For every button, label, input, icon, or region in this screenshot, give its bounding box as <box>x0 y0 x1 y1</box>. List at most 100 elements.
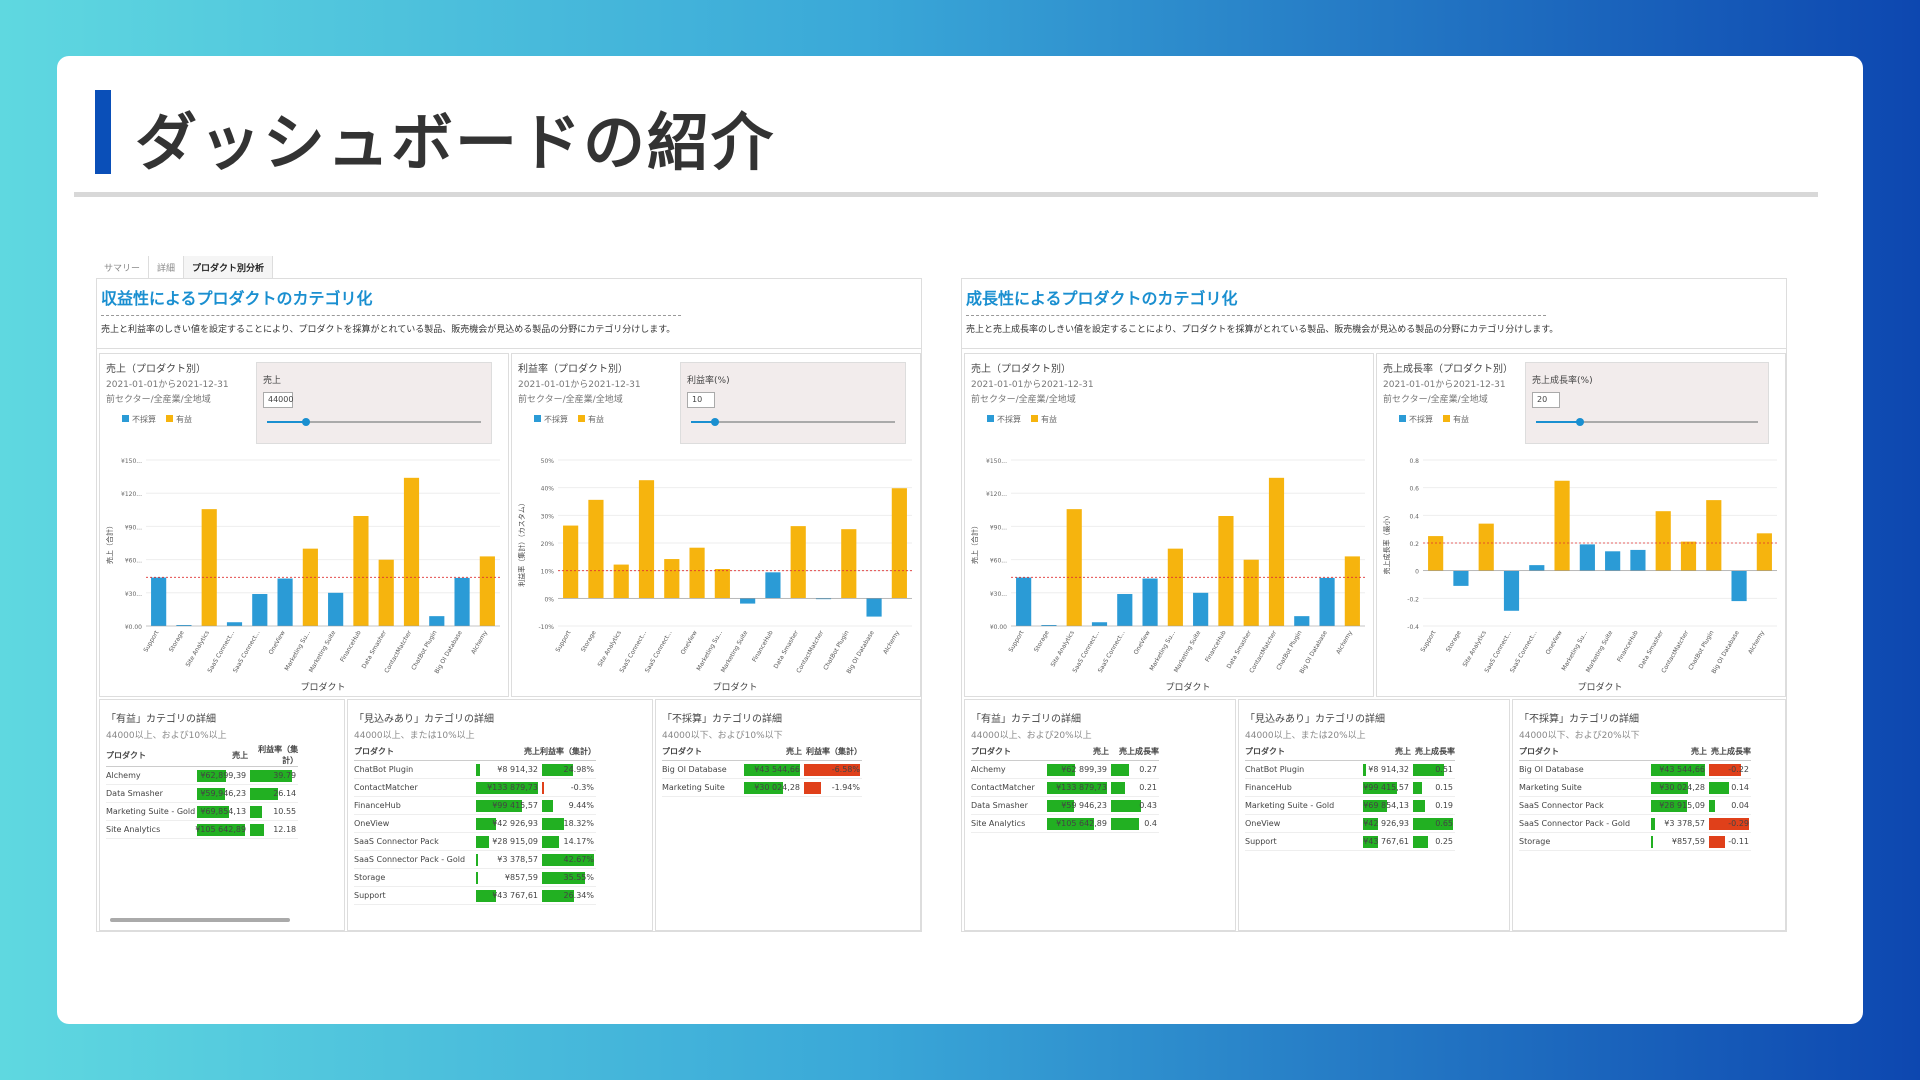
y-tick-label: 50% <box>541 458 555 465</box>
table-subtitle: 44000以上、および10%以上 <box>106 731 227 741</box>
metric-cell: 0.25 <box>1411 832 1455 851</box>
product-cell: SaaS Connector Pack <box>354 832 474 851</box>
cell-value: ¥133 879,73 <box>487 782 538 792</box>
table-row[interactable]: Alchemy ¥62,899,39 39.79 <box>106 766 299 785</box>
x-tick-label: Data Smasher <box>1638 629 1666 670</box>
sales-cell: ¥69 854,13 <box>1361 796 1411 815</box>
table-row[interactable]: ChatBot Plugin ¥8 914,32 24.98% <box>354 760 596 779</box>
legend-unprofitable: 不採算 <box>1399 414 1433 425</box>
table-row[interactable]: Marketing Suite - Gold ¥69,854,13 10.55 <box>106 802 299 821</box>
sales-cell: ¥59 946,23 <box>1045 796 1109 815</box>
column-header[interactable]: プロダクト <box>1245 744 1361 761</box>
margin-threshold-slider[interactable] <box>691 418 895 426</box>
growth-threshold-slider[interactable] <box>1536 418 1758 426</box>
column-header[interactable]: 売上成長率 <box>1109 744 1159 761</box>
column-header[interactable]: 売上 <box>1361 744 1411 761</box>
data-bar <box>479 556 495 626</box>
tab-product-analysis[interactable]: プロダクト別分析 <box>184 256 274 278</box>
slide-card: ダッシュボードの紹介 サマリー 詳細 プロダクト別分析 収益性によるプロダクトの… <box>57 56 1863 1024</box>
sales-cell: ¥42 926,93 <box>1361 814 1411 833</box>
margin-threshold-input[interactable]: 10 <box>687 392 715 408</box>
cell-value: ¥62,899,39 <box>200 771 247 780</box>
table-row[interactable]: Storage ¥857,59 35.55% <box>354 868 596 887</box>
table-row[interactable]: SaaS Connector Pack ¥28 915,09 0.04 <box>1519 796 1751 815</box>
product-cell: Marketing Suite - Gold <box>106 802 196 821</box>
profitable-table: 「有益」カテゴリの詳細 44000以上、および20%以上 プロダクト 売上 売上成長率 A… <box>964 699 1236 931</box>
column-header[interactable]: 売上 <box>742 744 802 761</box>
table-row[interactable]: ContactMatcher ¥133 879,73 -0.3% <box>354 778 596 797</box>
table-row[interactable]: OneView ¥42 926,93 18.32% <box>354 814 596 833</box>
growth-threshold-input[interactable]: 20 <box>1532 392 1560 408</box>
sales-threshold-slider[interactable] <box>267 418 481 426</box>
panel-subtitle: 2021-01-01から2021-12-31 前セクター/全産業/全地域 <box>518 378 641 408</box>
metric-cell: -0.29 <box>1707 814 1751 833</box>
column-header[interactable]: 利益率（集計） <box>540 744 596 761</box>
column-header[interactable]: プロダクト <box>106 744 196 767</box>
table-row[interactable]: ContactMatcher ¥133 879,73 0.21 <box>971 778 1159 797</box>
sales-threshold-input[interactable]: 44000 <box>263 392 293 408</box>
table-row[interactable]: Site Analytics ¥105 642,89 12.18 <box>106 820 299 839</box>
table-row[interactable]: Big OI Database ¥43 544,66 -0.22 <box>1519 760 1751 779</box>
tab-summary[interactable]: サマリー <box>96 256 150 278</box>
panel-date: 2021-01-01から2021-12-31 <box>518 380 641 390</box>
table-row[interactable]: Marketing Suite ¥30 024,28 0.14 <box>1519 778 1751 797</box>
column-header[interactable]: 売上 <box>1649 744 1707 761</box>
x-tick-label: Alchemy <box>1335 629 1354 655</box>
table-row[interactable]: Alchemy ¥62 899,39 0.27 <box>971 760 1159 779</box>
table-title: 「見込みあり」カテゴリの詳細 <box>354 714 494 725</box>
table-row[interactable]: SaaS Connector Pack - Gold ¥3 378,57 -0.29 <box>1519 814 1751 833</box>
legend-unprofitable: 不採算 <box>534 414 568 425</box>
column-header[interactable]: 売上 <box>1045 744 1109 761</box>
sales-bar <box>1651 817 1656 830</box>
column-header[interactable]: プロダクト <box>354 744 474 761</box>
table-row[interactable]: SaaS Connector Pack - Gold ¥3 378,57 42.67… <box>354 850 596 869</box>
slider-handle[interactable] <box>1576 418 1585 426</box>
table-row[interactable]: FinanceHub ¥99 415,57 9.44% <box>354 796 596 815</box>
table-row[interactable]: Support ¥43 767,61 26.34% <box>354 886 596 905</box>
cell-value: ¥133 879,73 <box>1056 782 1107 792</box>
data-bar <box>1655 511 1671 571</box>
table-row[interactable]: Site Analytics ¥105 642,89 0.4 <box>971 814 1159 833</box>
legend-profitable: 有益 <box>166 414 192 425</box>
column-header[interactable]: 利益率（集計） <box>802 744 862 761</box>
table-row[interactable]: FinanceHub ¥99 415,57 0.15 <box>1245 778 1455 797</box>
sales-cell: ¥69,854,13 <box>195 802 249 821</box>
dashboard-tabs: サマリー 詳細 プロダクト別分析 <box>96 256 274 278</box>
table-row[interactable]: Support ¥43 767,61 0.25 <box>1245 832 1455 851</box>
table-row[interactable]: Marketing Suite - Gold ¥69 854,13 0.19 <box>1245 796 1455 815</box>
table-row[interactable]: SaaS Connector Pack ¥28 915,09 14.17% <box>354 832 596 851</box>
tab-detail[interactable]: 詳細 <box>149 256 185 278</box>
sales-bar <box>744 763 800 776</box>
table-row[interactable]: Data Smasher ¥59 946,23 0.43 <box>971 796 1159 815</box>
horizontal-scrollbar[interactable] <box>110 918 290 922</box>
table-subtitle: 44000以上、または10%以上 <box>354 731 475 741</box>
table-row[interactable]: OneView ¥42 926,93 0.65 <box>1245 814 1455 833</box>
table-row[interactable]: ChatBot Plugin ¥8 914,32 0.51 <box>1245 760 1455 779</box>
table-row[interactable]: Data Smasher ¥59,946,23 26.14 <box>106 784 299 803</box>
column-header[interactable]: 利益率（集計） <box>248 744 299 767</box>
cell-value: ¥857,59 <box>1671 836 1705 846</box>
column-header[interactable]: プロダクト <box>971 744 1045 761</box>
column-header[interactable]: プロダクト <box>1519 744 1649 761</box>
data-bar <box>714 569 730 599</box>
cell-value: 0.04 <box>1731 800 1749 810</box>
column-header[interactable]: 売上成長率 <box>1707 744 1751 761</box>
cell-value: ¥99 415,57 <box>1363 782 1409 792</box>
table-row[interactable]: Marketing Suite ¥30 024,28 -1.94% <box>662 778 862 797</box>
data-bar <box>252 594 268 626</box>
table-row[interactable]: Storage ¥857,59 -0.11 <box>1519 832 1751 851</box>
x-tick-label: ChatBot Plugin <box>410 629 438 671</box>
sales-bar <box>197 806 229 818</box>
column-header[interactable]: プロダクト <box>662 744 742 761</box>
slider-handle[interactable] <box>711 418 720 426</box>
metric-bar <box>542 835 560 848</box>
column-header[interactable]: 売上成長率 <box>1411 744 1455 761</box>
column-header[interactable]: 売上 <box>474 744 540 761</box>
column-header[interactable]: 売上 <box>195 744 249 767</box>
x-tick-label: FinanceHub <box>1204 629 1228 663</box>
table-row[interactable]: Big OI Database ¥43 544,66 -6.58% <box>662 760 862 779</box>
growth-bar-chart: -0.4 -0.2 0 0.2 0.4 0.6 0.8 Support StorageSite … <box>1382 458 1777 693</box>
panel-scope: 前セクター/全産業/全地域 <box>106 395 211 405</box>
slider-handle[interactable] <box>301 418 310 426</box>
data-bar <box>1218 515 1234 626</box>
